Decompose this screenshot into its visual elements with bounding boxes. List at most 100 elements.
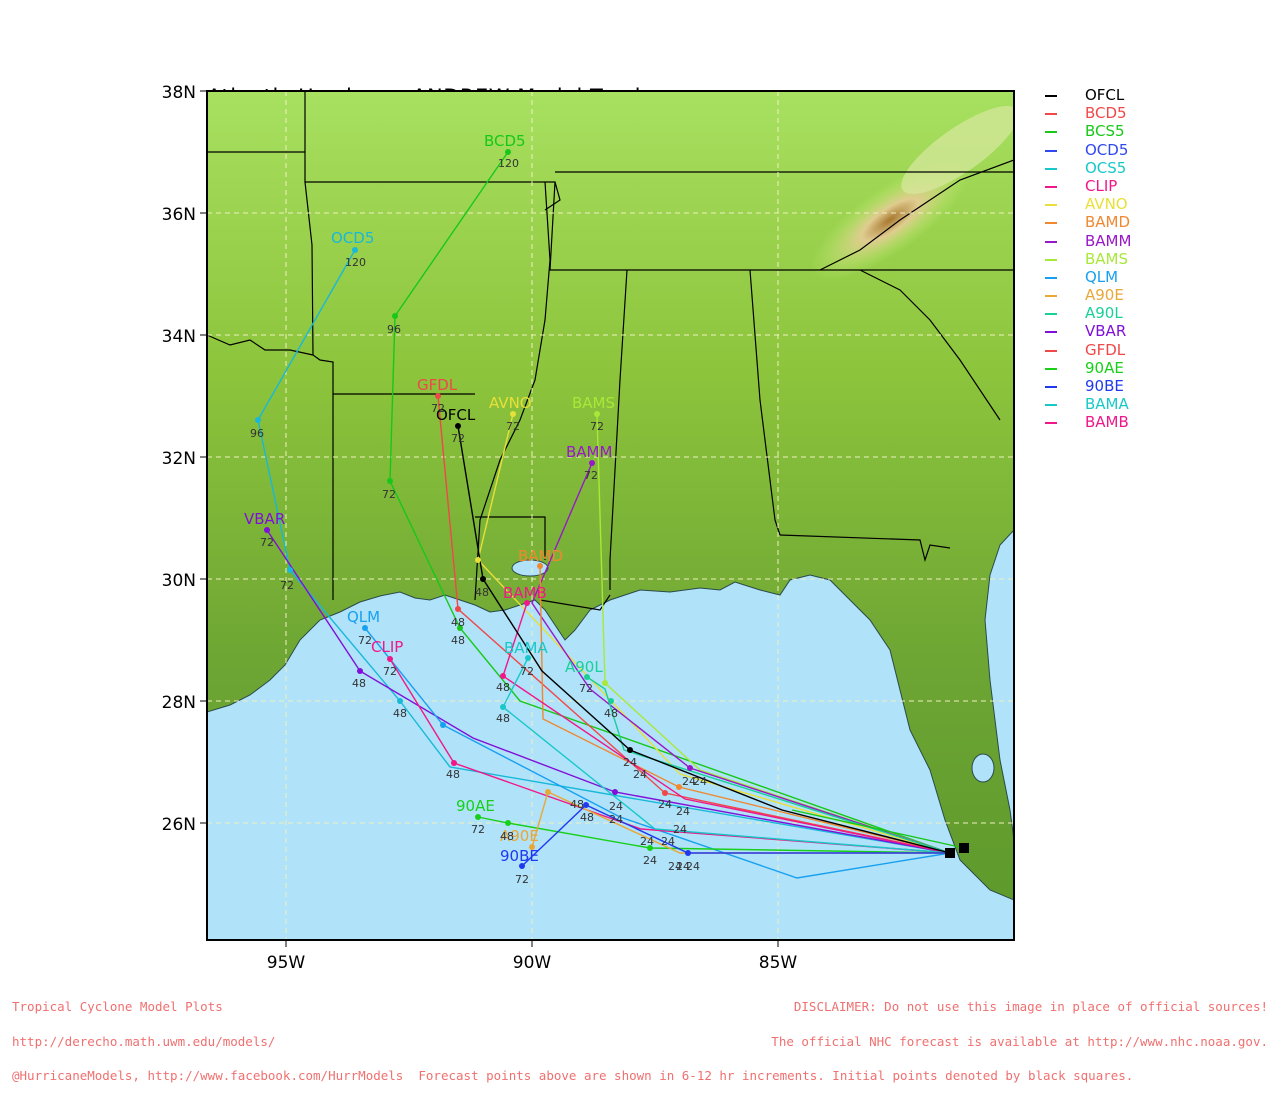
svg-text:72: 72 xyxy=(383,665,397,678)
svg-text:BAMS: BAMS xyxy=(572,394,615,412)
svg-text:32N: 32N xyxy=(162,449,196,469)
track-vbar xyxy=(266,529,951,854)
track-a90l xyxy=(586,676,951,854)
svg-text:24: 24 xyxy=(661,835,675,848)
svg-text:BCD5: BCD5 xyxy=(484,132,526,150)
svg-text:96: 96 xyxy=(387,323,401,336)
svg-text:24: 24 xyxy=(658,798,672,811)
svg-text:BAMD: BAMD xyxy=(518,547,563,565)
svg-text:AVNO: AVNO xyxy=(489,394,532,412)
track-90ae xyxy=(477,816,951,854)
track-bcs5-alt xyxy=(791,809,965,849)
svg-text:72: 72 xyxy=(358,634,372,647)
svg-text:48: 48 xyxy=(500,830,514,843)
svg-text:48: 48 xyxy=(496,681,510,694)
track-qlm xyxy=(364,627,951,879)
svg-text:BAMM: BAMM xyxy=(566,443,612,461)
svg-text:BAMB: BAMB xyxy=(503,584,547,602)
track-bamb xyxy=(502,602,951,854)
svg-text:24: 24 xyxy=(609,800,623,813)
forecast-points xyxy=(255,149,693,869)
track-bama xyxy=(502,657,951,854)
svg-text:48: 48 xyxy=(580,811,594,824)
svg-text:72: 72 xyxy=(520,665,534,678)
track-bamd xyxy=(539,565,951,854)
svg-text:36N: 36N xyxy=(162,205,196,225)
svg-text:24: 24 xyxy=(668,860,682,873)
svg-text:48: 48 xyxy=(393,707,407,720)
svg-text:24: 24 xyxy=(676,860,690,873)
track-ofcl xyxy=(457,425,951,854)
svg-text:30N: 30N xyxy=(162,571,196,591)
initial-point-square xyxy=(945,848,955,858)
svg-text:24: 24 xyxy=(686,860,700,873)
svg-text:48: 48 xyxy=(496,712,510,725)
svg-text:OCD5: OCD5 xyxy=(331,229,374,247)
map-model-labels: BCD5 OCD5 GFDL OFCL AVNO BAMS BAMM VBAR … xyxy=(244,132,615,865)
svg-text:24: 24 xyxy=(609,813,623,826)
track-bcs5 xyxy=(389,151,951,854)
track-ocs5 xyxy=(257,249,951,854)
svg-text:48: 48 xyxy=(451,616,465,629)
svg-text:72: 72 xyxy=(515,873,529,886)
y-axis-labels: 38N 36N 34N 32N 30N 28N 26N xyxy=(162,83,196,835)
map-plot: BCD5 OCD5 GFDL OFCL AVNO BAMS BAMM VBAR … xyxy=(162,83,1015,973)
disclaimer-line-2: The official NHC forecast is available a… xyxy=(771,1033,1268,1049)
track-avno xyxy=(477,413,951,854)
svg-text:96: 96 xyxy=(250,427,264,440)
svg-text:48: 48 xyxy=(446,768,460,781)
svg-text:24: 24 xyxy=(693,775,707,788)
svg-text:72: 72 xyxy=(280,579,294,592)
footer-line-1: Tropical Cyclone Model Plots xyxy=(12,999,223,1014)
svg-text:24: 24 xyxy=(682,775,696,788)
svg-text:72: 72 xyxy=(584,469,598,482)
svg-text:48: 48 xyxy=(604,707,618,720)
svg-text:24: 24 xyxy=(633,768,647,781)
lake-okeechobee xyxy=(971,753,995,783)
svg-text:A90L: A90L xyxy=(565,658,603,676)
svg-text:72: 72 xyxy=(260,536,274,549)
svg-text:24: 24 xyxy=(623,756,637,769)
svg-text:A90E: A90E xyxy=(500,827,539,845)
svg-text:QLM: QLM xyxy=(347,608,380,626)
model-tracks xyxy=(257,151,965,879)
disclaimer-line-1: DISCLAIMER: Do not use this image in pla… xyxy=(793,999,1268,1014)
track-gfdl xyxy=(437,395,951,854)
svg-text:BAMA: BAMA xyxy=(504,639,548,657)
track-90be xyxy=(521,804,950,867)
svg-text:26N: 26N xyxy=(162,815,196,835)
svg-text:24: 24 xyxy=(640,835,654,848)
forecast-hour-labels: 120 120 96 96 72 72 72 72 72 72 72 72 72… xyxy=(250,157,707,886)
svg-text:GFDL: GFDL xyxy=(417,376,458,394)
svg-text:95W: 95W xyxy=(267,953,306,973)
svg-text:28N: 28N xyxy=(162,693,196,713)
svg-text:34N: 34N xyxy=(162,327,196,347)
svg-text:VBAR: VBAR xyxy=(244,510,285,528)
svg-text:90AE: 90AE xyxy=(456,797,495,815)
footer-disclaimer: DISCLAIMER: Do not use this image in pla… xyxy=(771,978,1268,1082)
svg-text:72: 72 xyxy=(579,682,593,695)
svg-text:85W: 85W xyxy=(759,953,798,973)
initial-point-square-alt xyxy=(959,843,969,853)
svg-text:72: 72 xyxy=(590,420,604,433)
svg-text:120: 120 xyxy=(498,157,519,170)
svg-text:24: 24 xyxy=(643,854,657,867)
axis-ticks xyxy=(200,90,779,947)
track-bamm xyxy=(531,462,951,854)
svg-text:72: 72 xyxy=(506,420,520,433)
svg-text:120: 120 xyxy=(345,256,366,269)
svg-text:72: 72 xyxy=(471,823,485,836)
svg-text:48: 48 xyxy=(352,677,366,690)
svg-text:90BE: 90BE xyxy=(500,847,539,865)
svg-text:72: 72 xyxy=(431,402,445,415)
svg-text:48: 48 xyxy=(451,634,465,647)
svg-text:48: 48 xyxy=(570,798,584,811)
svg-text:90W: 90W xyxy=(513,953,552,973)
x-axis-labels: 95W 90W 85W xyxy=(267,953,798,973)
svg-text:48: 48 xyxy=(475,586,489,599)
grid-lines xyxy=(207,91,1014,940)
svg-text:38N: 38N xyxy=(162,83,196,103)
svg-text:CLIP: CLIP xyxy=(371,638,403,656)
svg-text:72: 72 xyxy=(451,432,465,445)
svg-text:24: 24 xyxy=(673,823,687,836)
